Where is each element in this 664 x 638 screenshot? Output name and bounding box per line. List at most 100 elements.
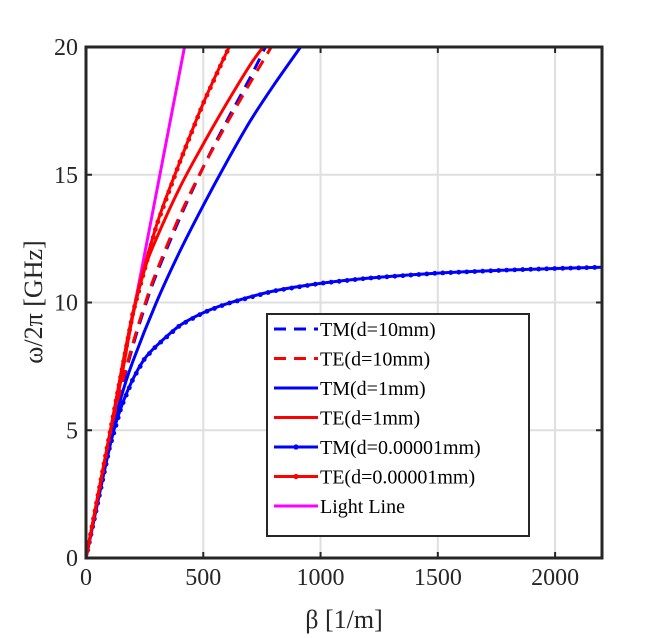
data-point-te-d-0-00001mm (177, 159, 183, 165)
data-point-te-d-0-00001mm (201, 99, 207, 105)
data-point-te-d-0-00001mm (128, 319, 134, 325)
data-point-te-d-0-00001mm (100, 469, 105, 474)
data-point-te-d-0-00001mm (140, 273, 146, 279)
data-point-te-d-0-00001mm (91, 516, 96, 522)
data-point-te-d-0-00001mm (95, 492, 101, 498)
data-point-tm-d-0-00001mm (242, 296, 248, 302)
data-point-te-d-0-00001mm (174, 166, 180, 172)
data-point-te-d-0-00001mm (127, 327, 132, 333)
data-point-te-d-0-00001mm (104, 445, 110, 451)
legend-marker-tm-d-0-00001mm (293, 444, 299, 450)
data-point-te-d-0-00001mm (101, 461, 107, 467)
data-point-te-d-0-00001mm (113, 398, 119, 404)
data-point-te-d-0-00001mm (204, 92, 210, 98)
data-point-tm-d-0-00001mm (289, 285, 295, 291)
data-point-tm-d-0-00001mm (129, 377, 135, 383)
data-point-tm-d-0-00001mm (472, 269, 478, 274)
data-point-tm-d-0-00001mm (273, 288, 279, 294)
data-point-tm-d-0-00001mm (408, 272, 414, 278)
data-point-te-d-0-00001mm (183, 144, 189, 150)
data-point-tm-d-0-00001mm (480, 268, 486, 274)
data-point-tm-d-0-00001mm (552, 266, 558, 271)
data-point-tm-d-0-00001mm (360, 276, 366, 282)
data-point-tm-d-0-00001mm (204, 308, 210, 314)
data-point-tm-d-0-00001mm (544, 266, 550, 272)
data-point-te-d-0-00001mm (121, 359, 126, 364)
data-point-te-d-0-00001mm (195, 114, 201, 120)
data-point-te-d-0-00001mm (116, 382, 122, 388)
data-point-tm-d-0-00001mm (115, 415, 121, 421)
data-point-tm-d-0-00001mm (520, 267, 526, 272)
data-point-te-d-0-00001mm (224, 49, 230, 54)
data-point-tm-d-0-00001mm (576, 265, 582, 271)
data-point-tm-d-0-00001mm (137, 364, 143, 369)
data-point-te-d-0-00001mm (148, 242, 154, 248)
data-point-tm-d-0-00001mm (234, 298, 240, 304)
data-point-tm-d-0-00001mm (400, 273, 406, 279)
data-point-tm-d-0-00001mm (227, 300, 232, 306)
data-point-te-d-0-00001mm (98, 477, 104, 482)
data-point-tm-d-0-00001mm (560, 265, 566, 271)
data-point-te-d-0-00001mm (88, 532, 93, 537)
data-point-te-d-0-00001mm (119, 367, 125, 372)
data-point-te-d-0-00001mm (97, 484, 102, 490)
data-point-tm-d-0-00001mm (212, 306, 217, 311)
data-point-tm-d-0-00001mm (336, 278, 342, 284)
data-point-tm-d-0-00001mm (120, 400, 126, 405)
data-point-te-d-0-00001mm (118, 374, 123, 380)
y-tick-label: 5 (66, 418, 78, 444)
data-point-te-d-0-00001mm (150, 234, 156, 240)
x-tick-label: 1000 (297, 565, 345, 591)
legend-label-tm-d-1mm: TM(d=1mm) (320, 378, 426, 400)
legend-label-light-line: Light Line (320, 496, 405, 518)
legend-label-tm-d-10mm: TM(d=10mm) (320, 319, 436, 341)
data-point-te-d-0-00001mm (132, 304, 137, 310)
x-tick-label: 0 (80, 565, 92, 591)
data-point-tm-d-0-00001mm (368, 275, 374, 281)
data-point-tm-d-0-00001mm (281, 286, 287, 292)
data-point-te-d-0-00001mm (134, 296, 140, 302)
data-point-tm-d-0-00001mm (190, 316, 196, 321)
x-tick-label: 1500 (414, 565, 462, 591)
data-point-te-d-0-00001mm (155, 219, 161, 225)
data-point-te-d-0-00001mm (110, 414, 116, 419)
data-point-te-d-0-00001mm (112, 406, 117, 412)
legend-label-tm-d-0-00001mm: TM(d=0.00001mm) (320, 437, 481, 459)
axis-ticks: 0 500 1000 1500 2000 0 5 10 15 20 (54, 35, 602, 591)
data-point-te-d-0-00001mm (198, 107, 204, 113)
data-point-te-d-0-00001mm (138, 281, 144, 286)
y-tick-label: 10 (54, 291, 78, 317)
x-axis-title: β [1/m] (305, 605, 383, 634)
data-point-tm-d-0-00001mm (488, 268, 494, 274)
data-point-tm-d-0-00001mm (147, 351, 152, 356)
y-tick-label: 15 (54, 163, 78, 189)
data-point-te-d-0-00001mm (146, 250, 152, 255)
data-point-te-d-0-00001mm (122, 351, 128, 357)
data-point-te-d-0-00001mm (158, 211, 164, 217)
data-point-te-d-0-00001mm (125, 335, 131, 341)
data-point-tm-d-0-00001mm (126, 385, 132, 391)
legend: TM(d=10mm) TE(d=10mm) TM(d=1mm) TE(d=1mm) TM… (266, 313, 530, 537)
data-point-tm-d-0-00001mm (123, 392, 129, 398)
data-point-te-d-0-00001mm (106, 437, 111, 443)
y-tick-label: 0 (66, 546, 78, 572)
data-point-te-d-0-00001mm (92, 508, 98, 514)
legend-box (266, 313, 530, 537)
data-point-te-d-0-00001mm (124, 343, 129, 349)
data-point-tm-d-0-00001mm (512, 267, 518, 273)
data-point-te-d-0-00001mm (221, 56, 227, 62)
y-axis-title: ω/2π [GHz] (19, 240, 48, 363)
data-point-tm-d-0-00001mm (265, 290, 271, 295)
data-point-tm-d-0-00001mm (133, 370, 139, 376)
data-point-te-d-0-00001mm (152, 227, 158, 232)
legend-label-te-d-1mm: TE(d=1mm) (320, 408, 420, 430)
data-point-tm-d-0-00001mm (568, 265, 574, 271)
data-point-tm-d-0-00001mm (528, 266, 534, 272)
y-tick-label: 20 (54, 35, 78, 61)
data-point-tm-d-0-00001mm (197, 312, 203, 318)
data-point-te-d-0-00001mm (211, 78, 217, 83)
data-point-tm-d-0-00001mm (141, 357, 147, 362)
x-tick-label: 2000 (531, 565, 579, 591)
grid (86, 47, 602, 558)
